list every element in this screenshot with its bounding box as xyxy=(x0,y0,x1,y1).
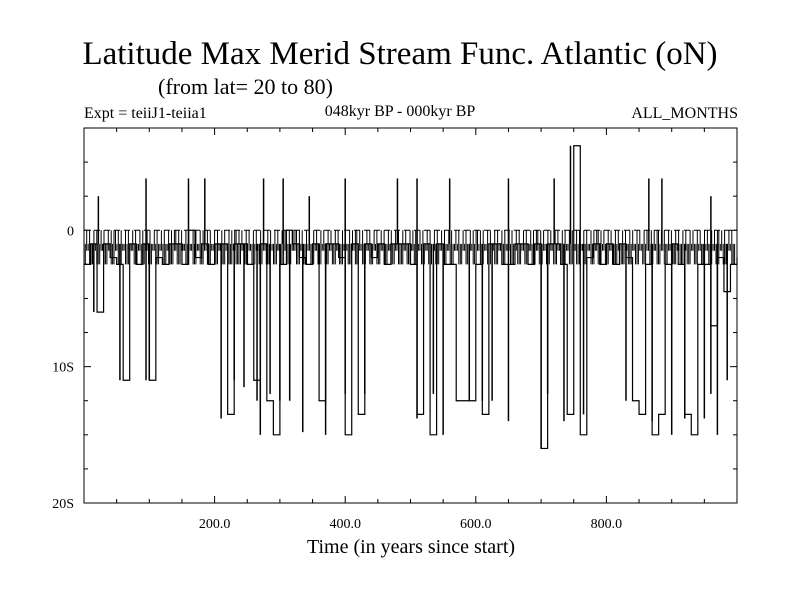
series-noise xyxy=(84,230,736,265)
x-axis-label: Time (in years since start) xyxy=(307,536,515,558)
chart-axes: 200.0 400.0 600.0 800.0 0 10S 20S xyxy=(52,127,738,532)
chart-title: Latitude Max Merid Stream Func. Atlantic… xyxy=(82,36,718,72)
plot-frame xyxy=(83,127,738,504)
y-tick-label: 0 xyxy=(67,224,74,239)
series-line xyxy=(84,145,738,450)
season-label: ALL_MONTHS xyxy=(631,105,738,122)
x-tick-label: 400.0 xyxy=(329,517,361,532)
series-marks xyxy=(84,145,738,450)
x-tick-label: 600.0 xyxy=(460,517,492,532)
y-tick-label: 20S xyxy=(52,497,74,512)
period-label: 048kyr BP - 000kyr BP xyxy=(324,103,476,120)
chart-subtitle: (from lat= 20 to 80) xyxy=(158,74,333,99)
experiment-label: Expt = teiiJ1-teiia1 xyxy=(84,105,207,122)
x-tick-label: 200.0 xyxy=(199,517,231,532)
y-tick-label: 10S xyxy=(52,361,74,376)
x-tick-label: 800.0 xyxy=(591,517,623,532)
